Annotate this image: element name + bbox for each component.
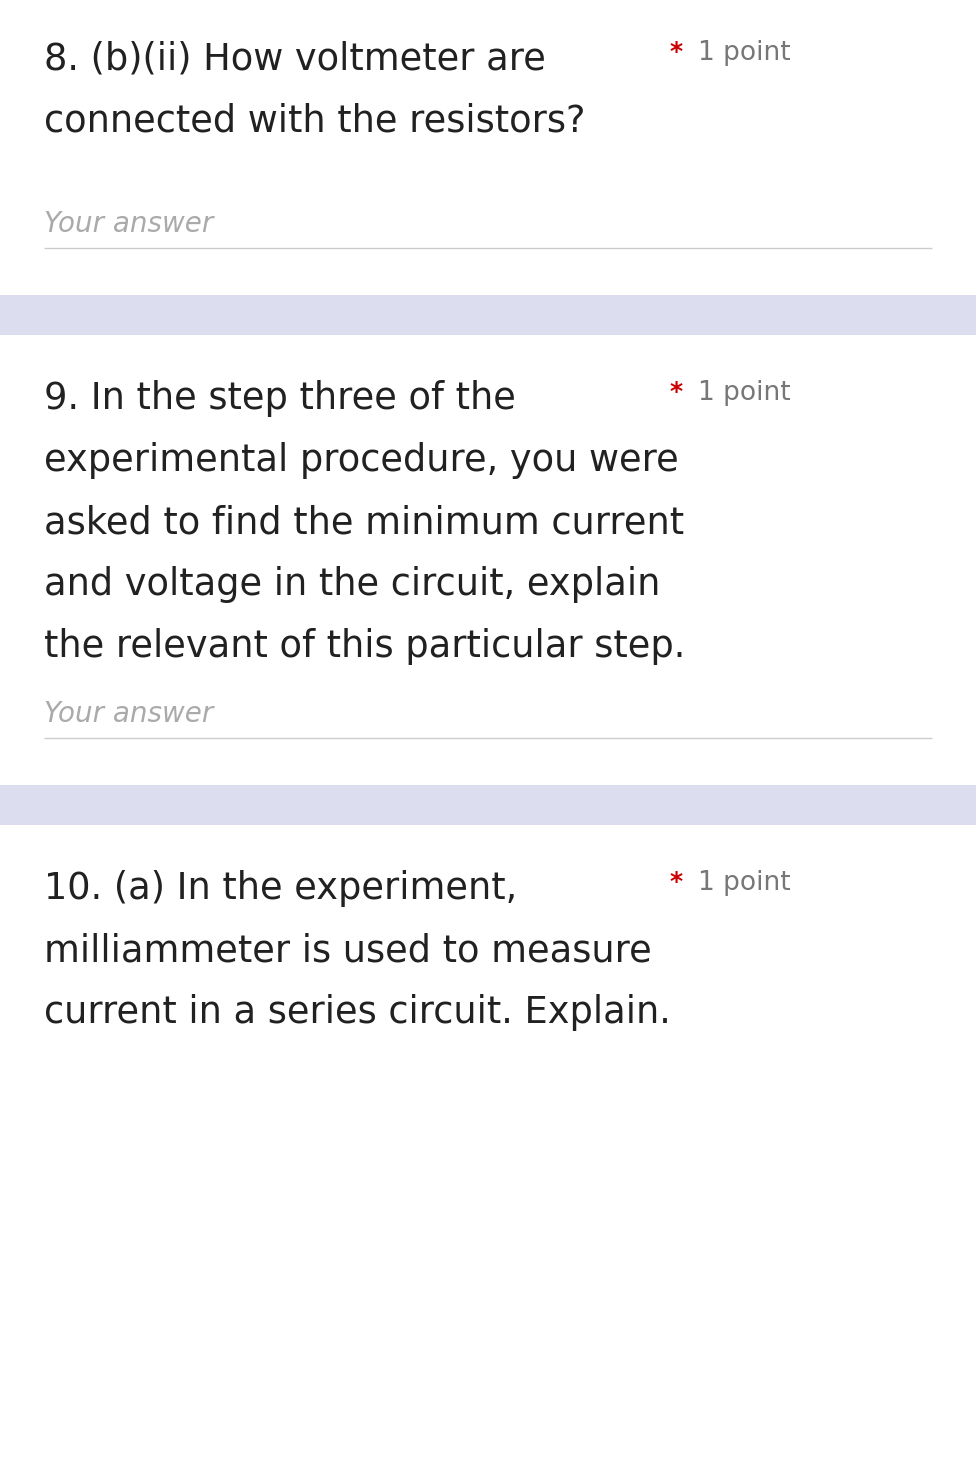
Text: *: * xyxy=(670,381,683,404)
Text: experimental procedure, you were: experimental procedure, you were xyxy=(44,442,678,479)
Text: Your answer: Your answer xyxy=(44,701,213,729)
Text: *: * xyxy=(670,870,683,894)
Text: 9. In the step three of the: 9. In the step three of the xyxy=(44,381,516,417)
Text: 1 point: 1 point xyxy=(698,381,791,406)
Text: asked to find the minimum current: asked to find the minimum current xyxy=(44,504,684,541)
Bar xyxy=(0,785,976,825)
Text: the relevant of this particular step.: the relevant of this particular step. xyxy=(44,628,685,665)
Text: 1 point: 1 point xyxy=(698,40,791,66)
Bar xyxy=(0,295,976,335)
Text: *: * xyxy=(670,40,683,63)
Text: and voltage in the circuit, explain: and voltage in the circuit, explain xyxy=(44,566,661,603)
Text: 8. (b)(ii) How voltmeter are: 8. (b)(ii) How voltmeter are xyxy=(44,40,546,77)
Text: current in a series circuit. Explain.: current in a series circuit. Explain. xyxy=(44,994,671,1031)
Text: connected with the resistors?: connected with the resistors? xyxy=(44,102,586,139)
Text: 10. (a) In the experiment,: 10. (a) In the experiment, xyxy=(44,870,517,907)
Text: milliammeter is used to measure: milliammeter is used to measure xyxy=(44,932,652,969)
Text: 1 point: 1 point xyxy=(698,870,791,895)
Text: Your answer: Your answer xyxy=(44,209,213,237)
